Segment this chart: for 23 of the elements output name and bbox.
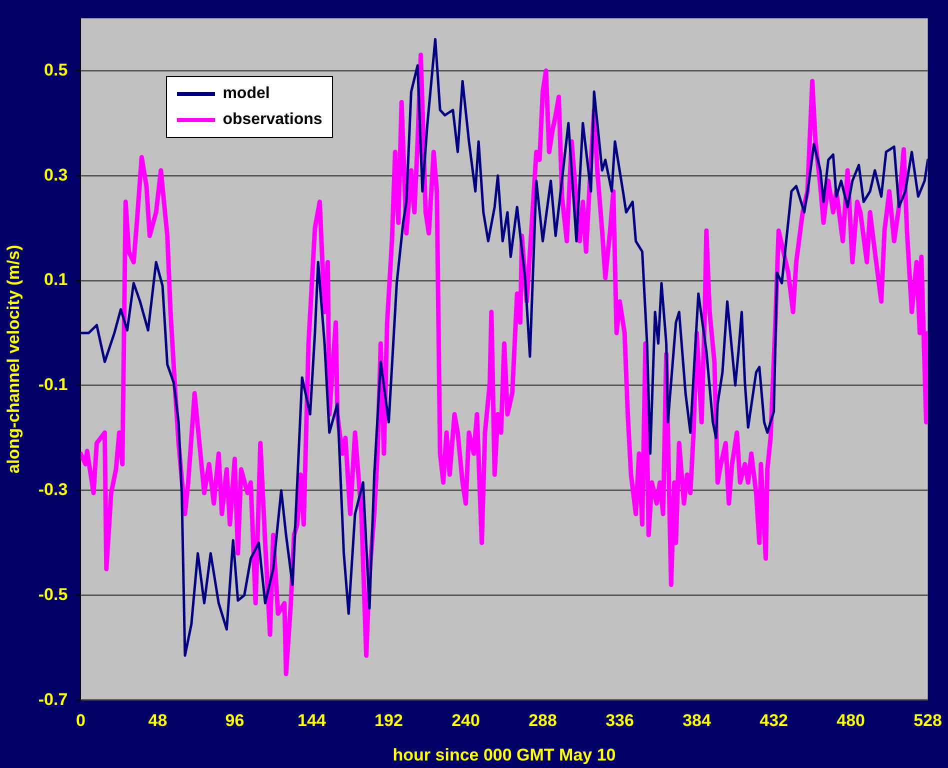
x-tick-label: 96: [225, 711, 244, 730]
y-tick-label: 0.1: [44, 270, 68, 290]
x-tick-label: 336: [606, 711, 634, 730]
x-tick-label: 240: [452, 711, 480, 730]
y-tick-label: -0.3: [38, 480, 68, 500]
x-tick-label: 144: [298, 711, 326, 730]
x-axis-title: hour since 000 GMT May 10: [392, 745, 616, 764]
x-tick-label: 480: [836, 711, 865, 730]
x-tick-label: 432: [760, 711, 788, 730]
y-tick-label: -0.1: [38, 375, 68, 394]
x-tick-label: 528: [914, 711, 942, 730]
x-tick-label: 48: [148, 711, 168, 730]
x-tick-label: 192: [374, 711, 403, 730]
y-axis-title: along-channel velocity (m/s): [4, 244, 23, 474]
x-tick-label: 0: [76, 711, 86, 730]
legend-label: model: [222, 85, 270, 104]
legend-label: observations: [222, 111, 322, 130]
y-tick-label: -0.7: [38, 690, 68, 709]
x-tick-label: 384: [682, 711, 712, 730]
x-tick-label: 288: [528, 711, 557, 730]
y-tick-label: 0.5: [44, 60, 68, 80]
y-tick-label: -0.5: [38, 584, 68, 604]
y-tick-label: 0.3: [44, 165, 68, 184]
